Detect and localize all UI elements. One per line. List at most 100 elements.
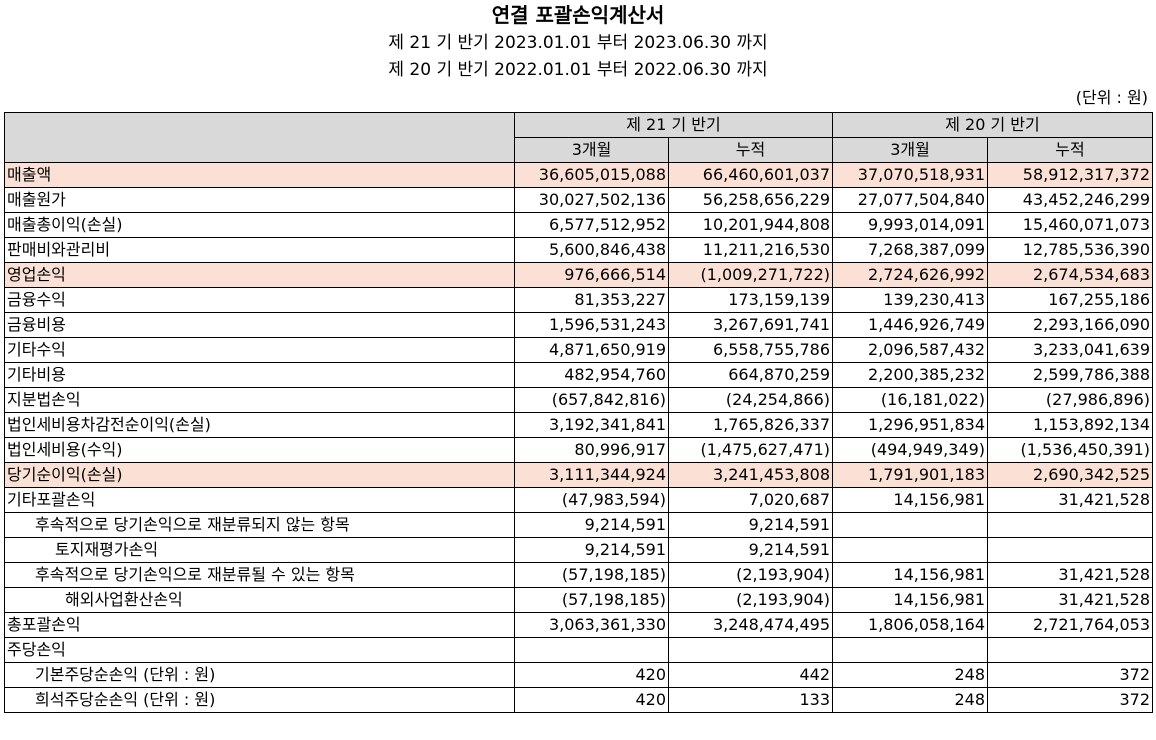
row-value: 66,460,601,037: [668, 162, 833, 188]
row-label: 매출원가: [4, 187, 515, 213]
table-row: 총포괄손익 3,063,361,330 3,248,474,495 1,806,058…: [4, 612, 1153, 638]
table-row: 법인세비용(수익) 80,996,917 (1,475,627,471) (494,9…: [4, 437, 1153, 463]
header-20-three-month: 3개월: [832, 137, 988, 163]
row-value: 31,421,528: [987, 487, 1153, 513]
row-value: 37,070,518,931: [832, 162, 988, 188]
table-row: 기타포괄손익 (47,983,594) 7,020,687 14,156,981 31,…: [4, 487, 1153, 513]
table-row: 지분법손익 (657,842,816) (24,254,866) (16,181,02…: [4, 387, 1153, 413]
row-value: 1,806,058,164: [832, 612, 988, 638]
row-value: (1,475,627,471): [668, 437, 833, 463]
row-label: 판매비와관리비: [4, 237, 515, 263]
row-label: 금융수익: [4, 287, 515, 313]
row-label: 법인세비용(수익): [4, 437, 515, 463]
row-value: 248: [832, 687, 988, 713]
row-value: 2,293,166,090: [987, 312, 1153, 338]
table-row: 희석주당순손익 (단위 : 원) 420 133 248 372: [4, 687, 1153, 713]
row-value: 9,214,591: [668, 537, 833, 563]
row-value: 15,460,071,073: [987, 212, 1153, 238]
row-value: 14,156,981: [832, 587, 988, 613]
row-value: 3,111,344,924: [514, 462, 669, 488]
row-value: 9,214,591: [514, 512, 669, 538]
row-label: 후속적으로 당기손익으로 재분류되지 않는 항목: [4, 512, 515, 538]
row-label: 기타수익: [4, 337, 515, 363]
row-value: 1,791,901,183: [832, 462, 988, 488]
row-label: 후속적으로 당기손익으로 재분류될 수 있는 항목: [4, 562, 515, 588]
row-value: [987, 512, 1153, 538]
row-value: 2,674,534,683: [987, 262, 1153, 288]
row-value: [987, 637, 1153, 663]
row-label: 매출총이익(손실): [4, 212, 515, 238]
row-value: 58,912,317,372: [987, 162, 1153, 188]
header-period-20: 제 20 기 반기: [832, 112, 1153, 138]
table-row: 매출총이익(손실) 6,577,512,952 10,201,944,808 9,99…: [4, 212, 1153, 238]
row-value: 5,600,846,438: [514, 237, 669, 263]
row-value: 2,200,385,232: [832, 362, 988, 388]
row-label: 주당손익: [4, 637, 515, 663]
table-row: 영업손익 976,666,514 (1,009,271,722) 2,724,626,…: [4, 262, 1153, 288]
row-value: [987, 537, 1153, 563]
row-value: 482,954,760: [514, 362, 669, 388]
header-period-21: 제 21 기 반기: [514, 112, 833, 138]
row-value: [832, 537, 988, 563]
row-value: 9,214,591: [668, 512, 833, 538]
row-value: 56,258,656,229: [668, 187, 833, 213]
period-current: 제 21 기 반기 2023.01.01 부터 2023.06.30 까지: [388, 33, 768, 53]
row-label: 총포괄손익: [4, 612, 515, 638]
row-label: 매출액: [4, 162, 515, 188]
row-value: (1,009,271,722): [668, 262, 833, 288]
row-value: (494,949,349): [832, 437, 988, 463]
row-value: (16,181,022): [832, 387, 988, 413]
table-row: 매출원가 30,027,502,136 56,258,656,229 27,077,5…: [4, 187, 1153, 213]
row-value: 1,765,826,337: [668, 412, 833, 438]
row-value: 3,248,474,495: [668, 612, 833, 638]
row-value: 133: [668, 687, 833, 713]
row-value: (2,193,904): [668, 562, 833, 588]
header-row-periods: 제 21 기 반기 제 20 기 반기: [4, 112, 1153, 163]
row-label: 기타비용: [4, 362, 515, 388]
row-value: 442: [668, 662, 833, 688]
header-21-three-month: 3개월: [514, 137, 669, 163]
row-value: 80,996,917: [514, 437, 669, 463]
row-value: 2,724,626,992: [832, 262, 988, 288]
row-value: 31,421,528: [987, 587, 1153, 613]
row-value: 2,096,587,432: [832, 337, 988, 363]
row-value: (47,983,594): [514, 487, 669, 513]
row-label: 영업손익: [4, 262, 515, 288]
row-value: 14,156,981: [832, 487, 988, 513]
row-value: (1,536,450,391): [987, 437, 1153, 463]
row-value: 139,230,413: [832, 287, 988, 313]
header-20-cumulative: 누적: [987, 137, 1153, 163]
row-value: 6,558,755,786: [668, 337, 833, 363]
row-value: 31,421,528: [987, 562, 1153, 588]
header-label-cell: [4, 112, 515, 163]
row-value: 173,159,139: [668, 287, 833, 313]
row-value: 1,596,531,243: [514, 312, 669, 338]
table-row: 법인세비용차감전순이익(손실) 3,192,341,841 1,765,826,33…: [4, 412, 1153, 438]
row-value: 7,020,687: [668, 487, 833, 513]
row-value: 3,241,453,808: [668, 462, 833, 488]
row-value: 9,993,014,091: [832, 212, 988, 238]
row-value: [668, 637, 833, 663]
row-label: 희석주당순손익 (단위 : 원): [4, 687, 515, 713]
row-value: 372: [987, 687, 1153, 713]
header-21-cumulative: 누적: [668, 137, 833, 163]
row-value: 420: [514, 687, 669, 713]
table-row: 금융수익 81,353,227 173,159,139 139,230,413 167,…: [4, 287, 1153, 313]
row-value: 14,156,981: [832, 562, 988, 588]
row-value: [832, 512, 988, 538]
table-row: 당기순이익(손실) 3,111,344,924 3,241,453,808 1,791…: [4, 462, 1153, 488]
row-value: 420: [514, 662, 669, 688]
row-value: 10,201,944,808: [668, 212, 833, 238]
table-row: 기본주당순손익 (단위 : 원) 420 442 248 372: [4, 662, 1153, 688]
row-value: (2,193,904): [668, 587, 833, 613]
row-value: 36,605,015,088: [514, 162, 669, 188]
table-row: 해외사업환산손익 (57,198,185) (2,193,904) 14,156,98…: [4, 587, 1153, 613]
row-label: 법인세비용차감전순이익(손실): [4, 412, 515, 438]
row-value: 976,666,514: [514, 262, 669, 288]
table-row: 토지재평가손익 9,214,591 9,214,591: [4, 537, 1153, 563]
unit-label: (단위 : 원): [1075, 88, 1148, 107]
table-row: 주당손익: [4, 637, 1153, 663]
row-value: (657,842,816): [514, 387, 669, 413]
row-value: 43,452,246,299: [987, 187, 1153, 213]
row-value: 3,233,041,639: [987, 337, 1153, 363]
